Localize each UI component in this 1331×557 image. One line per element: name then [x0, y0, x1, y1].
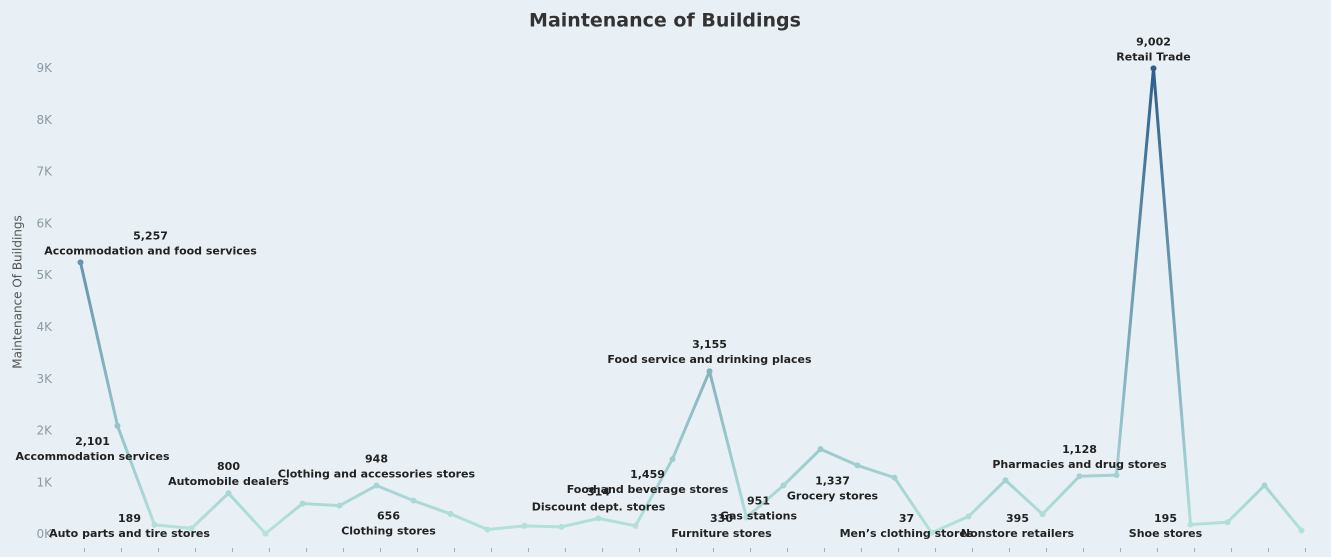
category-label: Men’s clothing stores — [840, 527, 974, 540]
point — [817, 446, 824, 453]
y-tick-label: 4K — [36, 320, 53, 334]
y-tick-label: 5K — [36, 268, 53, 282]
point — [595, 515, 602, 522]
value-label: 2,101 — [75, 435, 110, 448]
y-tick-label: 2K — [36, 424, 53, 438]
y-tick-label: 6K — [36, 216, 53, 230]
value-label: 189 — [118, 512, 141, 525]
category-label: Clothing and accessories stores — [278, 468, 476, 481]
category-label: Accommodation and food services — [44, 244, 257, 257]
category-label: Food and beverage stores — [567, 483, 729, 496]
point — [1187, 521, 1194, 528]
point — [1113, 472, 1120, 479]
point — [1150, 65, 1157, 72]
point — [928, 529, 935, 536]
category-label: Food service and drinking places — [607, 353, 812, 366]
category-label: Accommodation services — [15, 450, 169, 463]
chart-title: Maintenance of Buildings — [529, 10, 801, 32]
category-label: Automobile dealers — [168, 475, 289, 488]
point — [780, 482, 787, 489]
category-label: Gas stations — [720, 509, 797, 522]
point — [114, 422, 121, 429]
category-label: Nonstore retailers — [961, 527, 1075, 540]
point — [336, 502, 343, 509]
y-tick-label: 1K — [36, 475, 53, 489]
value-label: 948 — [365, 453, 388, 466]
value-label: 5,257 — [133, 229, 168, 242]
line — [79, 66, 1303, 536]
point — [299, 500, 306, 507]
value-label: 1,128 — [1062, 443, 1097, 456]
y-tick-label: 0K — [36, 527, 53, 541]
value-label: 195 — [1154, 512, 1177, 525]
value-label: 800 — [217, 460, 240, 473]
value-label: 314 — [587, 485, 610, 498]
value-label: 1,459 — [630, 468, 665, 481]
point — [1261, 482, 1268, 489]
category-label: Retail Trade — [1116, 50, 1190, 63]
point — [484, 526, 491, 533]
point — [225, 490, 232, 497]
point — [1224, 519, 1231, 526]
category-label: Discount dept. stores — [532, 500, 666, 513]
value-label: 37 — [899, 512, 914, 525]
point — [151, 521, 158, 528]
point — [854, 462, 861, 469]
point — [1039, 511, 1046, 518]
y-tick-label: 3K — [36, 372, 53, 386]
value-label: 330 — [710, 512, 733, 525]
value-label: 9,002 — [1136, 35, 1171, 48]
y-axis-title: Maintenance Of Buildings — [11, 215, 25, 369]
point — [743, 514, 750, 521]
point — [965, 513, 972, 520]
point — [521, 522, 528, 529]
category-label: Auto parts and tire stores — [49, 527, 210, 540]
point — [632, 522, 639, 529]
category-label: Grocery stores — [787, 489, 879, 502]
point — [1298, 527, 1305, 534]
y-tick-label: 8K — [36, 113, 53, 127]
point — [188, 525, 195, 532]
point — [706, 368, 713, 375]
point — [891, 474, 898, 481]
value-label: 395 — [1006, 512, 1029, 525]
y-tick-label: 7K — [36, 165, 53, 179]
point — [262, 530, 269, 537]
point — [447, 510, 454, 517]
point — [1002, 477, 1009, 484]
category-label: Shoe stores — [1129, 527, 1203, 540]
point — [77, 259, 84, 266]
category-label: Clothing stores — [341, 525, 436, 538]
y-tick-label: 9K — [36, 61, 53, 75]
point — [558, 523, 565, 530]
point — [1076, 473, 1083, 480]
category-label: Furniture stores — [671, 527, 772, 540]
point — [410, 497, 417, 504]
point — [373, 482, 380, 489]
point — [669, 456, 676, 463]
category-label: Pharmacies and drug stores — [992, 458, 1167, 471]
value-label: 1,337 — [815, 474, 850, 487]
value-label: 656 — [377, 510, 400, 523]
value-label: 951 — [747, 494, 770, 507]
value-label: 3,155 — [692, 338, 727, 351]
